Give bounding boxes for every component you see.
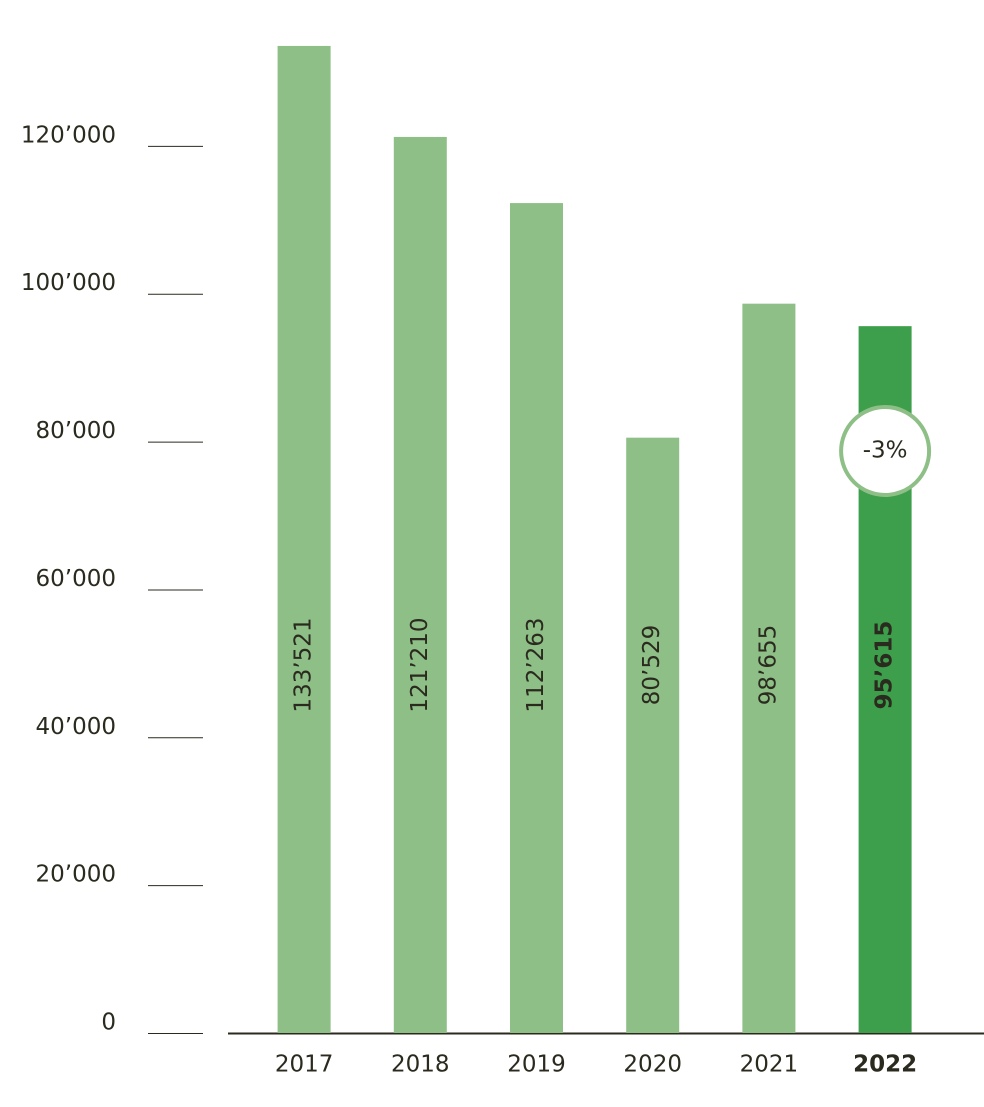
x-tick-label: 2017 [275, 1052, 334, 1078]
annotation-circle [839, 405, 932, 497]
y-tick-label: 120’000 [21, 122, 116, 148]
x-tick-label: 2022 [853, 1052, 917, 1078]
x-tick-label: 2019 [507, 1052, 566, 1078]
value-label: 112’263 [523, 617, 549, 712]
y-tick-label: 0 [101, 1010, 116, 1036]
x-tick-label: 2018 [391, 1052, 450, 1078]
y-tick-label: 40’000 [36, 714, 116, 740]
annotation: -3% [863, 438, 908, 464]
value-label: 95’615 [872, 621, 898, 710]
y-tick-label: 100’000 [21, 270, 116, 296]
x-tick-label: 2021 [740, 1052, 799, 1078]
value-label: 80’529 [639, 625, 665, 705]
bar [277, 45, 331, 1033]
y-tick-label: 80’000 [36, 418, 116, 444]
bar [393, 136, 447, 1033]
value-label: 98’655 [755, 625, 781, 705]
y-tick-label: 60’000 [36, 566, 116, 592]
y-tick-label: 20’000 [36, 862, 116, 888]
value-label: 121’210 [407, 617, 433, 712]
bar [626, 437, 680, 1034]
bar [510, 203, 563, 1033]
x-tick-label: 2020 [623, 1052, 682, 1078]
bar [742, 303, 796, 1033]
value-label: 133’521 [291, 617, 317, 712]
